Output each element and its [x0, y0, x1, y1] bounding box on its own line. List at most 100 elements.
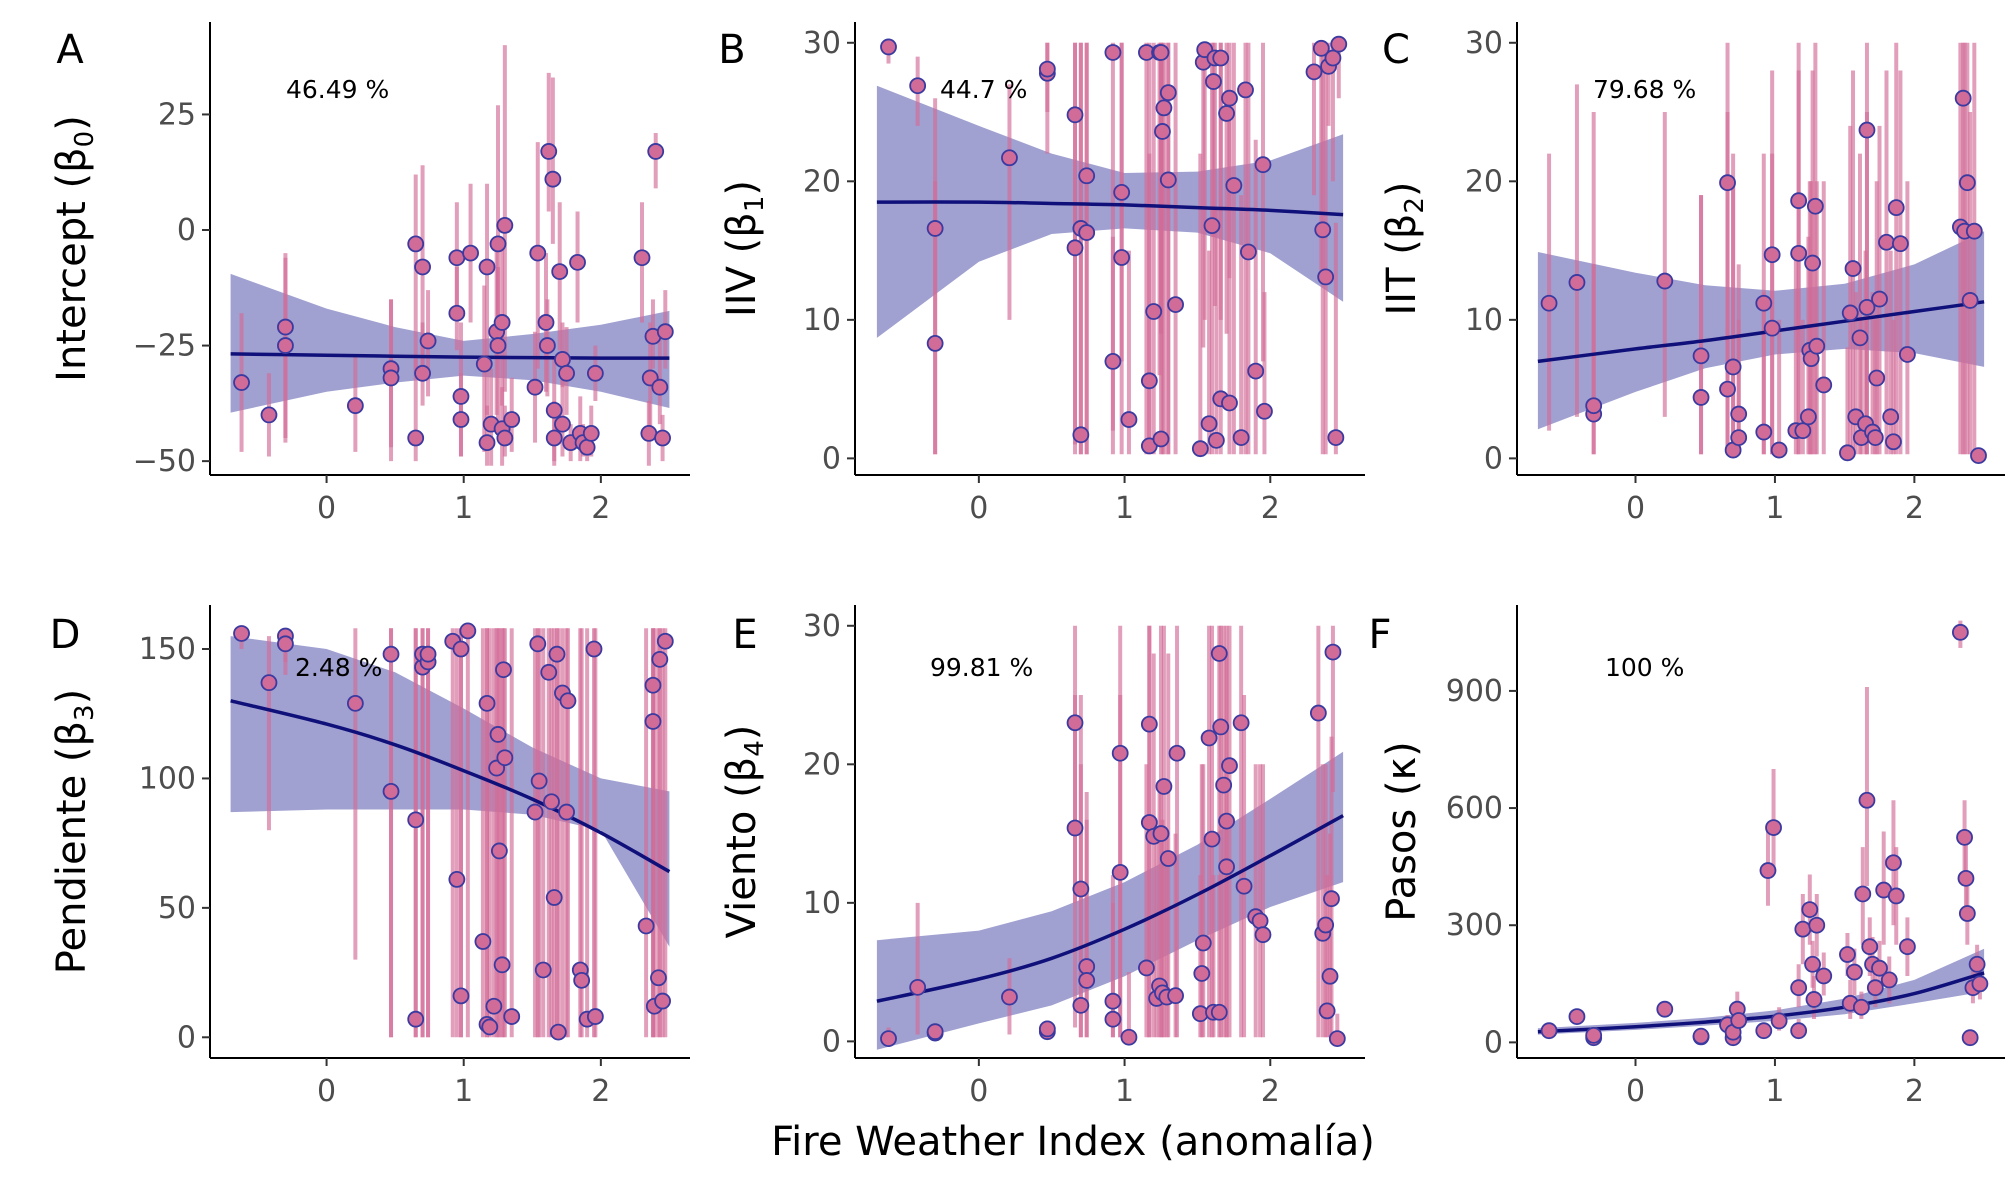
data-point — [1309, 704, 1327, 722]
data-point — [1763, 246, 1781, 264]
data-point — [503, 411, 521, 428]
data-point — [1066, 714, 1084, 732]
data-point — [1801, 901, 1819, 919]
data-point — [496, 429, 514, 447]
data-point — [1001, 149, 1018, 167]
y-tick-label: 10 — [1465, 303, 1503, 338]
x-tick-label: 2 — [1905, 491, 1924, 526]
data-point — [569, 253, 586, 271]
panel-letter: B — [718, 27, 745, 73]
data-point — [543, 793, 560, 811]
data-point — [1205, 73, 1222, 90]
data-point — [1221, 89, 1238, 107]
y-tick-label: 30 — [803, 26, 841, 61]
data-point — [1312, 39, 1330, 57]
data-point — [1808, 337, 1826, 355]
data-point — [1808, 916, 1826, 934]
data-point — [1965, 222, 1983, 240]
data-point — [407, 811, 425, 829]
data-point — [534, 961, 552, 979]
y-tick-label: 10 — [803, 886, 841, 921]
data-point — [1692, 389, 1710, 406]
data-point — [654, 992, 671, 1010]
data-point — [1790, 1022, 1808, 1040]
data-point — [448, 870, 466, 888]
data-point — [414, 258, 431, 276]
data-point — [277, 318, 294, 336]
y-axis-title: IIV (β1) — [719, 180, 770, 317]
data-point — [1841, 304, 1859, 322]
data-point — [277, 635, 294, 653]
data-point — [1104, 44, 1122, 61]
data-point — [493, 956, 511, 974]
data-point — [1968, 955, 1986, 973]
data-point — [656, 632, 674, 650]
x-tick-label: 1 — [1115, 491, 1134, 526]
data-point — [1970, 447, 1987, 465]
data-point — [233, 625, 250, 642]
y-tick-label: 0 — [1484, 1025, 1503, 1060]
data-point — [1120, 411, 1138, 428]
y-tick-label: 150 — [139, 632, 196, 667]
data-point — [1193, 965, 1211, 982]
data-point — [644, 676, 662, 694]
data-point — [1111, 744, 1129, 762]
data-point — [1254, 926, 1272, 944]
data-point — [1755, 294, 1773, 312]
data-point — [1858, 298, 1876, 316]
data-point — [1765, 819, 1782, 836]
data-point — [1066, 819, 1084, 837]
y-tick-label: 20 — [1465, 164, 1503, 199]
data-point — [1957, 869, 1975, 887]
data-point — [478, 258, 496, 276]
data-point — [478, 694, 496, 712]
data-point — [493, 314, 511, 331]
data-point — [540, 663, 558, 681]
data-point — [1568, 1008, 1586, 1026]
y-tick-label: 0 — [177, 1020, 196, 1055]
data-point — [1140, 814, 1158, 831]
data-point — [1844, 260, 1862, 277]
data-point — [459, 622, 477, 640]
data-point — [1719, 174, 1736, 192]
data-point — [1730, 1012, 1748, 1029]
data-point — [1078, 958, 1096, 975]
data-point — [1585, 397, 1603, 415]
data-point — [926, 1023, 944, 1041]
data-point — [1240, 243, 1257, 261]
data-point — [1113, 249, 1131, 266]
data-point — [1104, 992, 1122, 1010]
y-axis-title: Pasos (κ) — [1379, 741, 1425, 922]
data-point — [559, 692, 577, 710]
probability-annotation: 99.81 % — [930, 653, 1033, 682]
data-point — [1858, 121, 1876, 139]
confidence-band — [1537, 231, 1985, 430]
data-point — [452, 411, 470, 428]
x-tick-label: 2 — [591, 491, 610, 526]
data-point — [1730, 405, 1748, 423]
plot-area — [1537, 42, 1987, 465]
y-tick-label: 0 — [177, 213, 196, 248]
data-point — [1724, 358, 1742, 376]
data-point — [1692, 347, 1710, 365]
data-point — [1159, 84, 1177, 102]
data-point — [554, 351, 571, 368]
data-point — [1225, 177, 1243, 194]
x-tick-label: 0 — [969, 491, 988, 526]
data-point — [926, 220, 944, 237]
plot-area — [876, 625, 1346, 1050]
probability-annotation: 46.49 % — [286, 75, 389, 104]
data-point — [1104, 1010, 1122, 1028]
x-tick-label: 0 — [969, 1074, 988, 1109]
plot-area — [1537, 620, 1989, 1047]
y-tick-label: 300 — [1446, 908, 1503, 943]
data-point — [656, 323, 674, 341]
data-point — [1951, 623, 1969, 641]
x-tick-label: 2 — [1261, 1074, 1280, 1109]
y-tick-label: 0 — [822, 1024, 841, 1059]
data-point — [1168, 744, 1186, 762]
data-point — [1755, 423, 1773, 441]
x-axis-title: Fire Weather Index (anomalía) — [771, 1119, 1375, 1165]
